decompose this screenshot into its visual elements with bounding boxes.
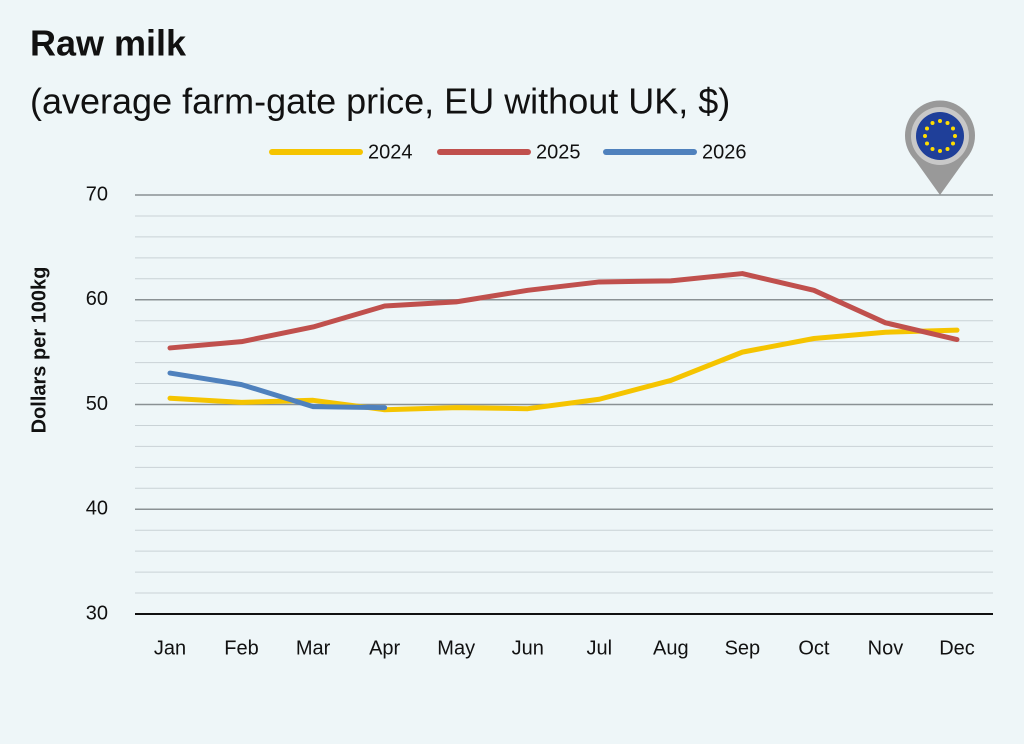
legend-label: 2026 (702, 141, 747, 163)
x-tick-label: Dec (939, 637, 975, 659)
y-axis-label: Dollars per 100kg (28, 267, 50, 434)
chart-title: Raw milk (30, 23, 187, 64)
legend-label: 2025 (536, 141, 581, 163)
x-tick-label: Nov (868, 637, 904, 659)
x-tick-label: Oct (798, 637, 830, 659)
x-tick-label: Apr (369, 637, 400, 659)
y-tick-label: 40 (86, 498, 108, 520)
legend-label: 2024 (368, 141, 413, 163)
eu-icon (905, 100, 975, 195)
x-tick-label: Mar (296, 637, 331, 659)
x-tick-label: Jun (512, 637, 544, 659)
x-tick-label: Jan (154, 637, 186, 659)
x-tick-label: Jul (586, 637, 612, 659)
y-tick-label: 60 (86, 288, 108, 310)
y-tick-label: 70 (86, 183, 108, 205)
x-tick-label: Sep (725, 637, 761, 659)
chart-subtitle: (average farm-gate price, EU without UK,… (30, 81, 730, 122)
x-tick-label: Aug (653, 637, 689, 659)
series-line (167, 370, 388, 411)
y-tick-label: 50 (86, 393, 108, 415)
y-tick-label: 30 (86, 602, 108, 624)
series-line (167, 271, 960, 351)
x-tick-label: Feb (224, 637, 258, 659)
x-tick-label: May (437, 637, 475, 659)
